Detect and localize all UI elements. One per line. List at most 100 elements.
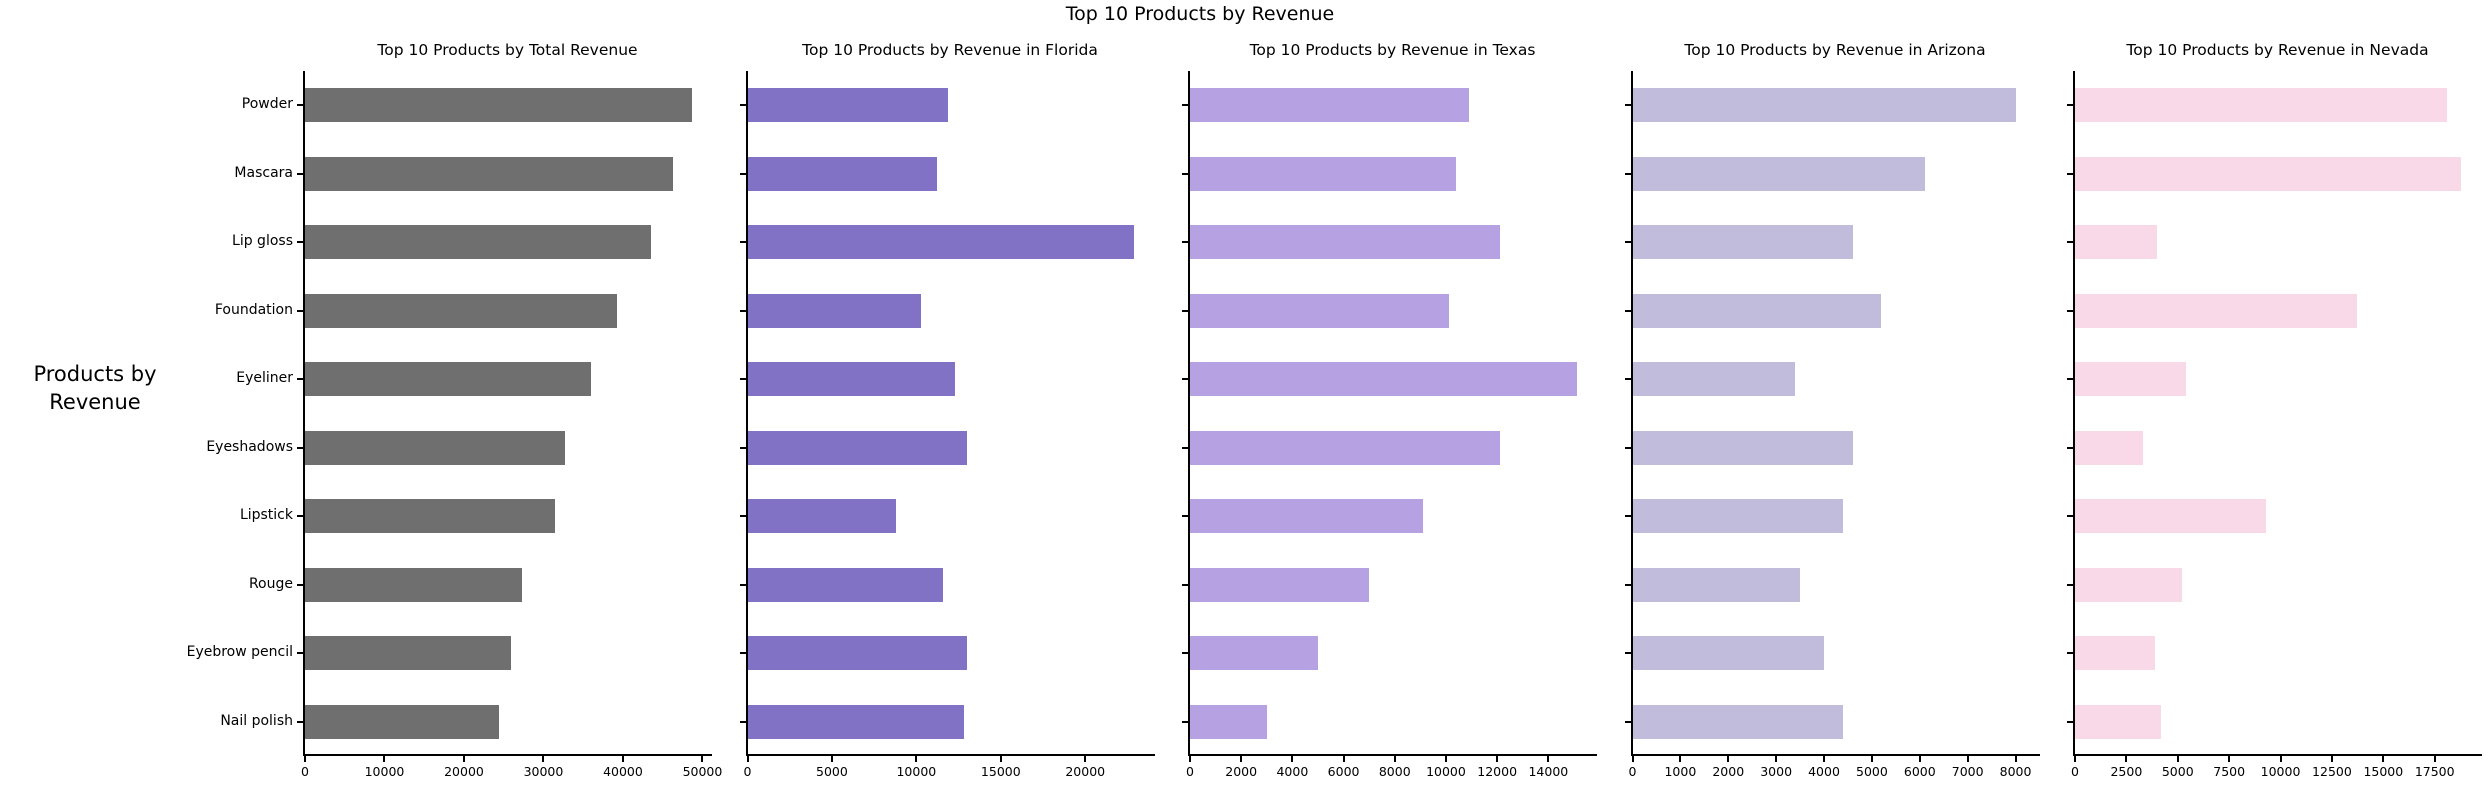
y-tick-mark xyxy=(739,241,746,244)
y-tick-mark xyxy=(2067,446,2073,449)
x-tick-label: 50000 xyxy=(682,764,723,779)
bar-eyebrow-pencil xyxy=(305,636,511,671)
bar-lipstick xyxy=(305,499,555,534)
x-tick-label: 15000 xyxy=(2363,764,2404,779)
x-tick-label: 14000 xyxy=(1528,764,1569,779)
x-tick-label: 3000 xyxy=(1760,764,1793,779)
bar-lipstick xyxy=(1632,499,1844,534)
y-tick-mark xyxy=(297,515,303,518)
subplot-title: Top 10 Products by Revenue in Arizona xyxy=(1684,41,1986,59)
subplot-axes: 0 10000 20000 30000 40000 50000 xyxy=(297,71,722,779)
subplot-title: Top 10 Products by Total Revenue xyxy=(377,41,638,59)
x-tick-label: 12000 xyxy=(1477,764,1518,779)
x-tick-label: 1000 xyxy=(1664,764,1697,779)
subplot-title: Top 10 Products by Revenue in Texas xyxy=(1249,41,1536,59)
y-axis-label-line-1: Products by xyxy=(33,362,157,386)
bar-powder xyxy=(1632,88,2016,123)
y-axis-label: Products by Revenue xyxy=(0,360,190,416)
x-tick-mark xyxy=(1189,756,1191,762)
y-axis-label-line-2: Revenue xyxy=(49,390,141,414)
y-tick-mark xyxy=(297,378,303,381)
y-tick-mark xyxy=(297,241,303,244)
bar-lip-gloss xyxy=(2075,225,2158,260)
x-tick-mark xyxy=(1393,756,1396,762)
bar-eyeliner xyxy=(1632,362,1796,397)
x-tick-label: 0 xyxy=(1186,764,1194,779)
bar-rouge xyxy=(2075,567,2182,602)
bar-lip-gloss xyxy=(747,225,1135,260)
bar-nail-polish xyxy=(2075,704,2162,739)
x-tick-mark xyxy=(2125,756,2128,762)
x-tick-label: 5000 xyxy=(2161,764,2194,779)
x-tick-label: 6000 xyxy=(1903,764,1936,779)
x-tick-label: 10000 xyxy=(2260,764,2301,779)
y-tick-mark xyxy=(739,172,746,175)
x-tick-label: 10000 xyxy=(364,764,405,779)
x-tick-label: 15000 xyxy=(980,764,1021,779)
x-tick-label: 20000 xyxy=(444,764,484,779)
y-tick-mark xyxy=(739,309,746,312)
y-tick-mark xyxy=(2067,720,2073,723)
bar-mascara xyxy=(1190,156,1457,191)
y-tick-mark xyxy=(1624,241,1631,244)
category-label: Eyebrow pencil xyxy=(186,644,293,661)
bar-eyebrow-pencil xyxy=(747,636,968,671)
x-tick-mark xyxy=(1918,756,1921,762)
x-tick-label: 12500 xyxy=(2312,764,2352,779)
y-tick-mark xyxy=(1182,172,1188,175)
bar-eyeshadows xyxy=(1190,430,1500,465)
x-tick-label: 30000 xyxy=(523,764,564,779)
y-tick-mark xyxy=(297,583,303,586)
bar-rouge xyxy=(1632,567,1801,602)
y-tick-mark xyxy=(739,446,746,449)
bar-eyeshadows xyxy=(747,430,968,465)
x-tick-mark xyxy=(1870,756,1873,762)
bar-eyebrow-pencil xyxy=(2075,636,2156,671)
bar-lipstick xyxy=(1190,499,1423,534)
x-tick-label: 8000 xyxy=(1378,764,1411,779)
y-tick-mark xyxy=(2067,309,2073,312)
x-tick-mark xyxy=(1631,756,1634,762)
x-tick-mark xyxy=(2074,756,2076,762)
x-tick-mark xyxy=(462,756,465,762)
category-label: Lip gloss xyxy=(232,233,293,250)
x-tick-label: 0 xyxy=(1628,764,1637,779)
y-tick-mark xyxy=(1182,378,1188,381)
bar-nail-polish xyxy=(1632,704,1844,739)
y-tick-mark xyxy=(739,515,746,518)
x-tick-mark xyxy=(542,756,545,762)
x-tick-label: 2500 xyxy=(2110,764,2143,779)
y-tick-mark xyxy=(297,652,303,655)
x-tick-label: 7500 xyxy=(2213,764,2246,779)
y-tick-mark xyxy=(2067,515,2073,518)
x-tick-mark xyxy=(746,756,749,762)
y-tick-mark xyxy=(739,104,746,107)
x-tick-label: 7000 xyxy=(1951,764,1984,779)
bar-foundation xyxy=(747,293,922,328)
x-tick-label: 20000 xyxy=(1065,764,1106,779)
bar-powder xyxy=(747,88,949,123)
bar-eyeliner xyxy=(2075,362,2186,397)
y-tick-mark xyxy=(739,652,746,655)
x-tick-label: 5000 xyxy=(1856,764,1888,779)
bar-nail-polish xyxy=(305,704,499,739)
x-tick-mark xyxy=(2228,756,2231,762)
x-tick-mark xyxy=(701,756,704,762)
x-tick-label: 0 xyxy=(301,764,309,779)
x-tick-mark xyxy=(1966,756,1969,762)
bar-eyebrow-pencil xyxy=(1632,636,1825,671)
category-label: Eyeliner xyxy=(236,370,293,387)
bar-eyebrow-pencil xyxy=(1190,636,1318,671)
y-tick-mark xyxy=(1624,378,1631,381)
x-tick-mark xyxy=(1496,756,1499,762)
y-tick-mark xyxy=(739,720,746,723)
y-tick-mark xyxy=(1182,583,1188,586)
y-tick-mark xyxy=(1624,515,1631,518)
bar-lipstick xyxy=(2075,499,2267,534)
x-tick-mark xyxy=(1823,756,1826,762)
x-tick-mark xyxy=(1547,756,1550,762)
figure-title: Top 10 Products by Revenue xyxy=(1065,3,1335,25)
bar-nail-polish xyxy=(1190,704,1267,739)
y-tick-mark xyxy=(297,104,303,107)
